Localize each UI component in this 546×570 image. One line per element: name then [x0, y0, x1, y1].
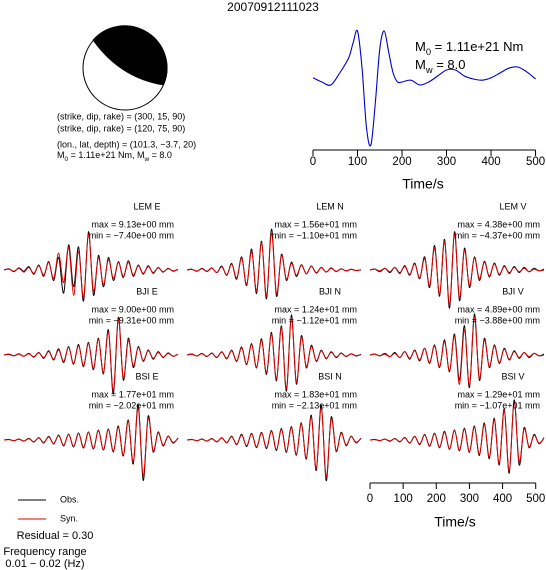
- synthetic-trace: [3, 318, 179, 392]
- max-label: max = 4.38e+00 mm: [457, 219, 540, 229]
- subscript: w: [425, 65, 433, 75]
- synthetic-trace: [186, 317, 362, 390]
- subscript: 0: [65, 156, 69, 163]
- synthetic-trace: [186, 407, 362, 478]
- synthetic-trace: [369, 316, 545, 386]
- station-label: BSI V: [501, 371, 524, 381]
- max-label: max = 4.89e+00 mm: [457, 304, 540, 314]
- source-time-function: [312, 29, 536, 147]
- min-label: min = −1.07e+01 mm: [455, 400, 540, 410]
- mechanism-line: (strike, dip, rake) = (120, 75, 90): [57, 123, 185, 133]
- legend-label: Obs.: [60, 494, 79, 504]
- beachball: [82, 25, 168, 111]
- x-tick-label: 300: [437, 156, 456, 168]
- synthetic-trace: [369, 402, 545, 472]
- station-label: BSI N: [318, 371, 342, 381]
- x-tick-label: 0: [367, 493, 373, 505]
- min-label: min = −2.02e+01 mm: [89, 400, 174, 410]
- min-label: min = −3.88e+00 mm: [455, 315, 540, 325]
- station-label: LEM V: [499, 201, 526, 211]
- legend-label: Syn.: [60, 513, 78, 523]
- max-label: max = 1.56e+01 mm: [274, 219, 357, 229]
- synthetic-trace: [186, 232, 362, 297]
- subscript: w: [143, 156, 149, 163]
- station-label: BJI E: [136, 286, 158, 296]
- text-part: = 1.11e+21 Nm: [431, 39, 523, 54]
- synthetic-trace: [369, 233, 545, 306]
- max-label: max = 1.77e+01 mm: [91, 389, 174, 399]
- text-part: = 1.11e+21 Nm, M: [68, 150, 144, 160]
- observed-trace: [369, 399, 545, 474]
- text-part: M: [415, 57, 426, 72]
- x-tick-label: 400: [493, 493, 512, 505]
- station-label: BJI V: [502, 286, 524, 296]
- moment-line: M0 = 1.11e+21 Nm, Mw = 8.0: [57, 150, 172, 163]
- x-tick-label: 400: [481, 156, 500, 168]
- min-label: min = −4.37e+00 mm: [455, 230, 540, 240]
- station-label: LEM E: [133, 201, 160, 211]
- station-label: BJI N: [319, 286, 341, 296]
- max-label: max = 9.00e+00 mm: [91, 304, 174, 314]
- frequency-range: 0.01 − 0.02 (Hz): [5, 558, 84, 570]
- max-label: max = 1.29e+01 mm: [457, 389, 540, 399]
- figure-title: 20070912111023: [227, 0, 319, 14]
- text-part: = 8.0: [433, 57, 466, 72]
- x-axis-label: Time/s: [402, 176, 443, 192]
- mechanism-line: (lon., lat, depth) = (101.3, −3.7, 20): [57, 139, 196, 149]
- max-label: max = 1.24e+01 mm: [274, 304, 357, 314]
- max-label: max = 9.13e+00 mm: [91, 219, 174, 229]
- text-part: = 8.0: [149, 150, 172, 160]
- x-tick-label: 300: [460, 493, 479, 505]
- mechanism-line: (strike, dip, rake) = (300, 15, 90): [57, 111, 185, 121]
- annotation: Mw = 8.0: [415, 57, 465, 75]
- x-tick-label: 200: [392, 156, 411, 168]
- compression-quadrant: [92, 25, 168, 86]
- frequency-range: Frequency range: [3, 546, 86, 558]
- synthetic-trace: [3, 233, 179, 298]
- residual: Residual = 0.30: [17, 530, 94, 542]
- station-label: BSI E: [135, 371, 158, 381]
- synthetic-trace: [3, 407, 179, 477]
- text-part: M: [57, 150, 65, 160]
- min-label: min = −1.12e+01 mm: [272, 315, 357, 325]
- min-label: min = −1.10e+01 mm: [272, 230, 357, 240]
- x-tick-label: 500: [526, 156, 545, 168]
- station-label: LEM N: [316, 201, 344, 211]
- min-label: min = −2.13e+01 mm: [272, 400, 357, 410]
- text-part: M: [415, 39, 426, 54]
- x-tick-label: 0: [310, 156, 316, 168]
- min-label: min = −7.40e+00 mm: [89, 230, 174, 240]
- max-label: max = 1.83e+01 mm: [274, 389, 357, 399]
- x-tick-label: 200: [427, 493, 446, 505]
- x-tick-label: 500: [526, 493, 545, 505]
- min-label: min = −9.31e+00 mm: [89, 315, 174, 325]
- x-tick-label: 100: [348, 156, 367, 168]
- subscript: 0: [426, 47, 431, 57]
- x-axis-label: Time/s: [434, 514, 475, 530]
- x-tick-label: 100: [394, 493, 413, 505]
- annotation: M0 = 1.11e+21 Nm: [415, 39, 523, 57]
